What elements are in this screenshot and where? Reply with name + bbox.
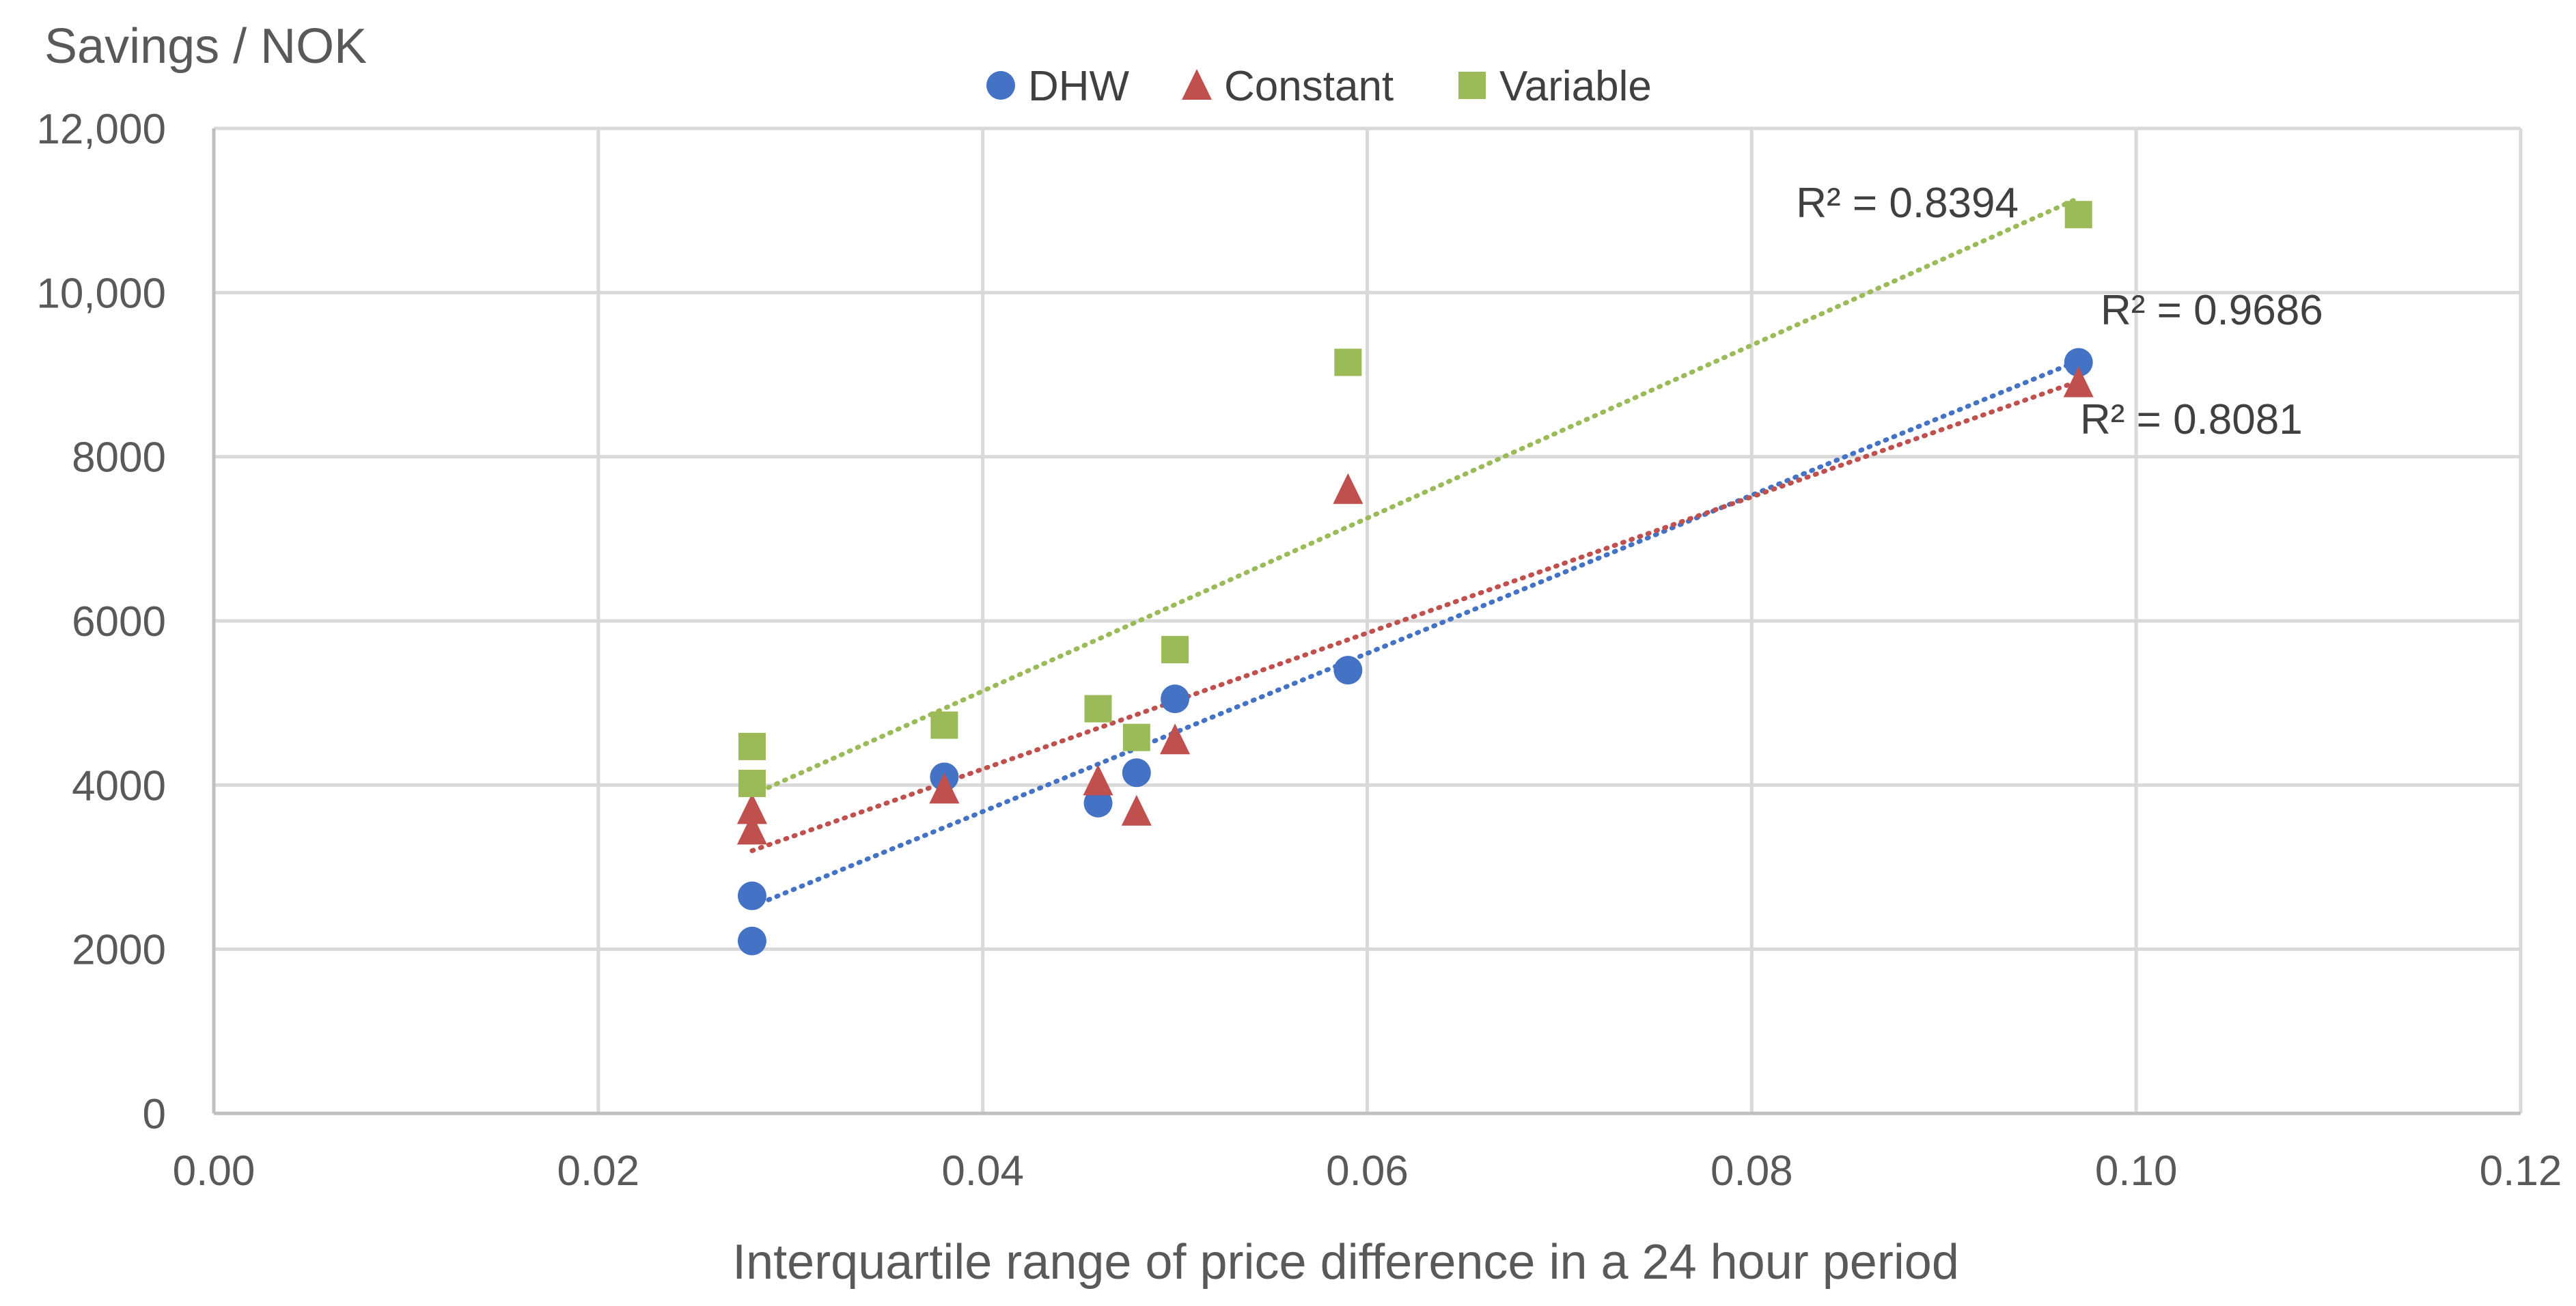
data-points <box>736 201 2094 956</box>
x-tick-label: 0.06 <box>1326 1148 1409 1195</box>
legend-marker-variable <box>1458 72 1486 99</box>
point-constant <box>736 814 767 845</box>
trendline-dhw <box>749 358 2081 909</box>
point-constant <box>1333 473 1363 504</box>
point-dhw <box>1083 788 1113 818</box>
point-variable <box>738 769 766 797</box>
y-tick-label: 6000 <box>72 598 166 645</box>
legend-marker-constant <box>1182 69 1212 100</box>
trendlines <box>749 195 2081 909</box>
trendline-variable <box>749 195 2081 798</box>
y-tick-label: 10,000 <box>36 270 166 317</box>
legend-marker-dhw <box>986 71 1015 100</box>
x-tick-label: 0.00 <box>173 1148 255 1195</box>
legend-label-variable: Variable <box>1499 63 1652 110</box>
y-tick-label: 0 <box>143 1091 166 1138</box>
x-axis-title: Interquartile range of price difference … <box>732 1235 1959 1290</box>
point-variable <box>1084 695 1112 723</box>
point-variable <box>1334 348 1362 376</box>
x-tick-label: 0.08 <box>1711 1148 1793 1195</box>
point-dhw <box>1122 758 1151 788</box>
point-constant <box>929 773 960 804</box>
point-variable <box>1161 636 1189 664</box>
point-constant <box>736 793 767 824</box>
gridlines <box>214 126 2523 1113</box>
point-dhw <box>737 881 766 911</box>
x-tick-label: 0.04 <box>941 1148 1024 1195</box>
point-dhw <box>737 926 766 956</box>
point-constant <box>1160 723 1191 755</box>
x-tick-label: 0.12 <box>2480 1148 2562 1195</box>
point-dhw <box>1333 656 1363 685</box>
point-variable <box>738 732 766 760</box>
point-constant <box>1121 794 1152 826</box>
r2-label-constant: R² = 0.8081 <box>2080 396 2303 443</box>
x-tick-label: 0.02 <box>557 1148 639 1195</box>
point-constant <box>1083 764 1113 796</box>
point-dhw <box>1161 684 1190 714</box>
legend: DHW Constant Variable <box>986 63 1652 110</box>
y-tick-label: 4000 <box>72 762 166 809</box>
point-dhw <box>2064 348 2093 377</box>
r2-label-variable: R² = 0.8394 <box>1796 180 2019 227</box>
x-tick-label: 0.10 <box>2095 1148 2178 1195</box>
y-tick-label: 2000 <box>72 927 166 974</box>
axes: 0 2000 4000 6000 8000 10,000 12,000 0.00 0.02 0.0… <box>36 106 2562 1195</box>
r2-label-dhw: R² = 0.9686 <box>2101 287 2323 334</box>
legend-label-constant: Constant <box>1224 63 1394 110</box>
y-axis-title: Savings / NOK <box>44 19 367 74</box>
trendline-constant <box>749 378 2081 853</box>
y-tick-label: 12,000 <box>36 106 166 153</box>
point-variable <box>2064 201 2092 229</box>
legend-label-dhw: DHW <box>1028 63 1130 110</box>
r-squared-labels: R² = 0.9686 R² = 0.8081 R² = 0.8394 <box>1796 180 2323 443</box>
y-tick-label: 8000 <box>72 434 166 482</box>
point-variable <box>1122 723 1150 751</box>
point-constant <box>2063 366 2094 398</box>
point-variable <box>930 711 958 739</box>
